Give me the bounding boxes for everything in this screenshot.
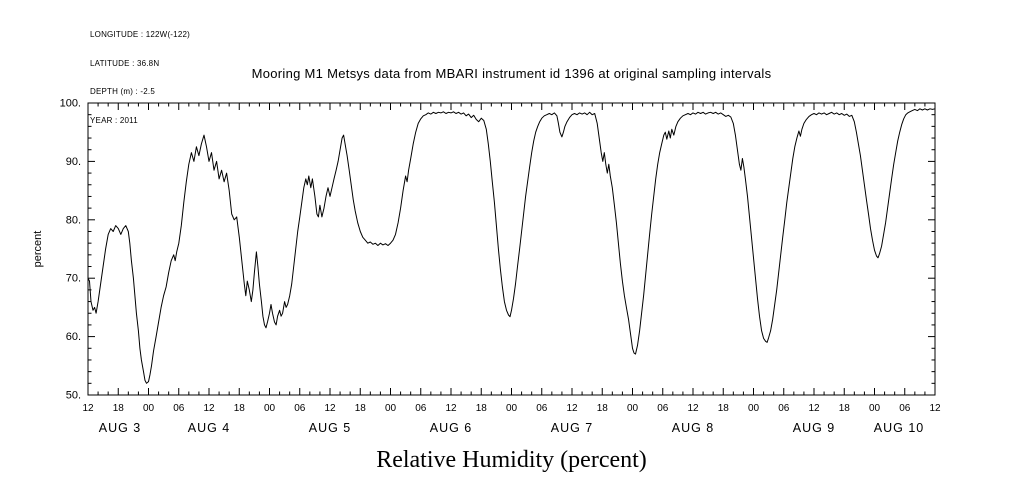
x-tick-label: 18 (718, 403, 730, 414)
x-tick-label: 06 (415, 403, 427, 414)
x-tick-label: 00 (143, 403, 155, 414)
meta-depth: DEPTH (m) : -2.5 (90, 87, 155, 96)
x-tick-label: 00 (869, 403, 881, 414)
x-tick-label: 00 (748, 403, 760, 414)
x-tick-label: 12 (929, 403, 941, 414)
y-tick-label: 100. (60, 98, 81, 110)
day-label: AUG 4 (188, 421, 231, 435)
x-tick-label: 18 (234, 403, 246, 414)
y-tick-label: 70. (66, 273, 81, 285)
x-tick-label: 18 (476, 403, 488, 414)
x-tick-label: 12 (82, 403, 94, 414)
y-tick-label: 90. (66, 156, 81, 168)
x-tick-label: 12 (566, 403, 578, 414)
y-tick-label: 60. (66, 331, 81, 343)
day-label: AUG 3 (99, 421, 142, 435)
x-tick-label: 00 (385, 403, 397, 414)
meta-year: YEAR : 2011 (90, 115, 138, 125)
x-tick-label: 18 (355, 403, 367, 414)
x-tick-label: 00 (506, 403, 518, 414)
day-label: AUG 7 (551, 421, 594, 435)
x-tick-label: 12 (687, 403, 699, 414)
x-tick-label: 06 (899, 403, 911, 414)
day-label: AUG 8 (672, 421, 715, 435)
metadata-block: LONGITUDE : 122W(-122) LATITUDE : 36.8N … (90, 11, 190, 144)
x-tick-label: 06 (778, 403, 790, 414)
x-tick-label: 06 (657, 403, 669, 414)
day-label: AUG 9 (793, 421, 836, 435)
meta-latitude: LATITUDE : 36.8N (90, 58, 160, 68)
x-tick-label: 18 (597, 403, 609, 414)
x-tick-label: 00 (627, 403, 639, 414)
x-tick-label: 00 (264, 403, 276, 414)
x-tick-label: 18 (113, 403, 125, 414)
y-tick-label: 80. (66, 214, 81, 226)
x-axis-caption: Relative Humidity (percent) (376, 447, 647, 473)
y-axis-label: percent (32, 230, 44, 268)
day-label: AUG 6 (430, 421, 473, 435)
plot-frame (87, 102, 936, 396)
x-tick-label: 06 (173, 403, 185, 414)
x-tick-label: 06 (294, 403, 306, 414)
chart-title: Mooring M1 Metsys data from MBARI instru… (251, 66, 772, 81)
humidity-line (87, 108, 936, 384)
x-tick-label: 12 (203, 403, 215, 414)
x-tick-label: 12 (808, 403, 820, 414)
x-tick-label: 12 (445, 403, 457, 414)
x-tick-label: 06 (536, 403, 548, 414)
day-label: AUG 5 (309, 421, 352, 435)
y-tick-label: 50. (66, 390, 81, 402)
meta-longitude: LONGITUDE : 122W(-122) (90, 30, 190, 39)
x-tick-label: 18 (839, 403, 851, 414)
x-tick-label: 12 (324, 403, 336, 414)
day-label: AUG 10 (874, 421, 924, 435)
